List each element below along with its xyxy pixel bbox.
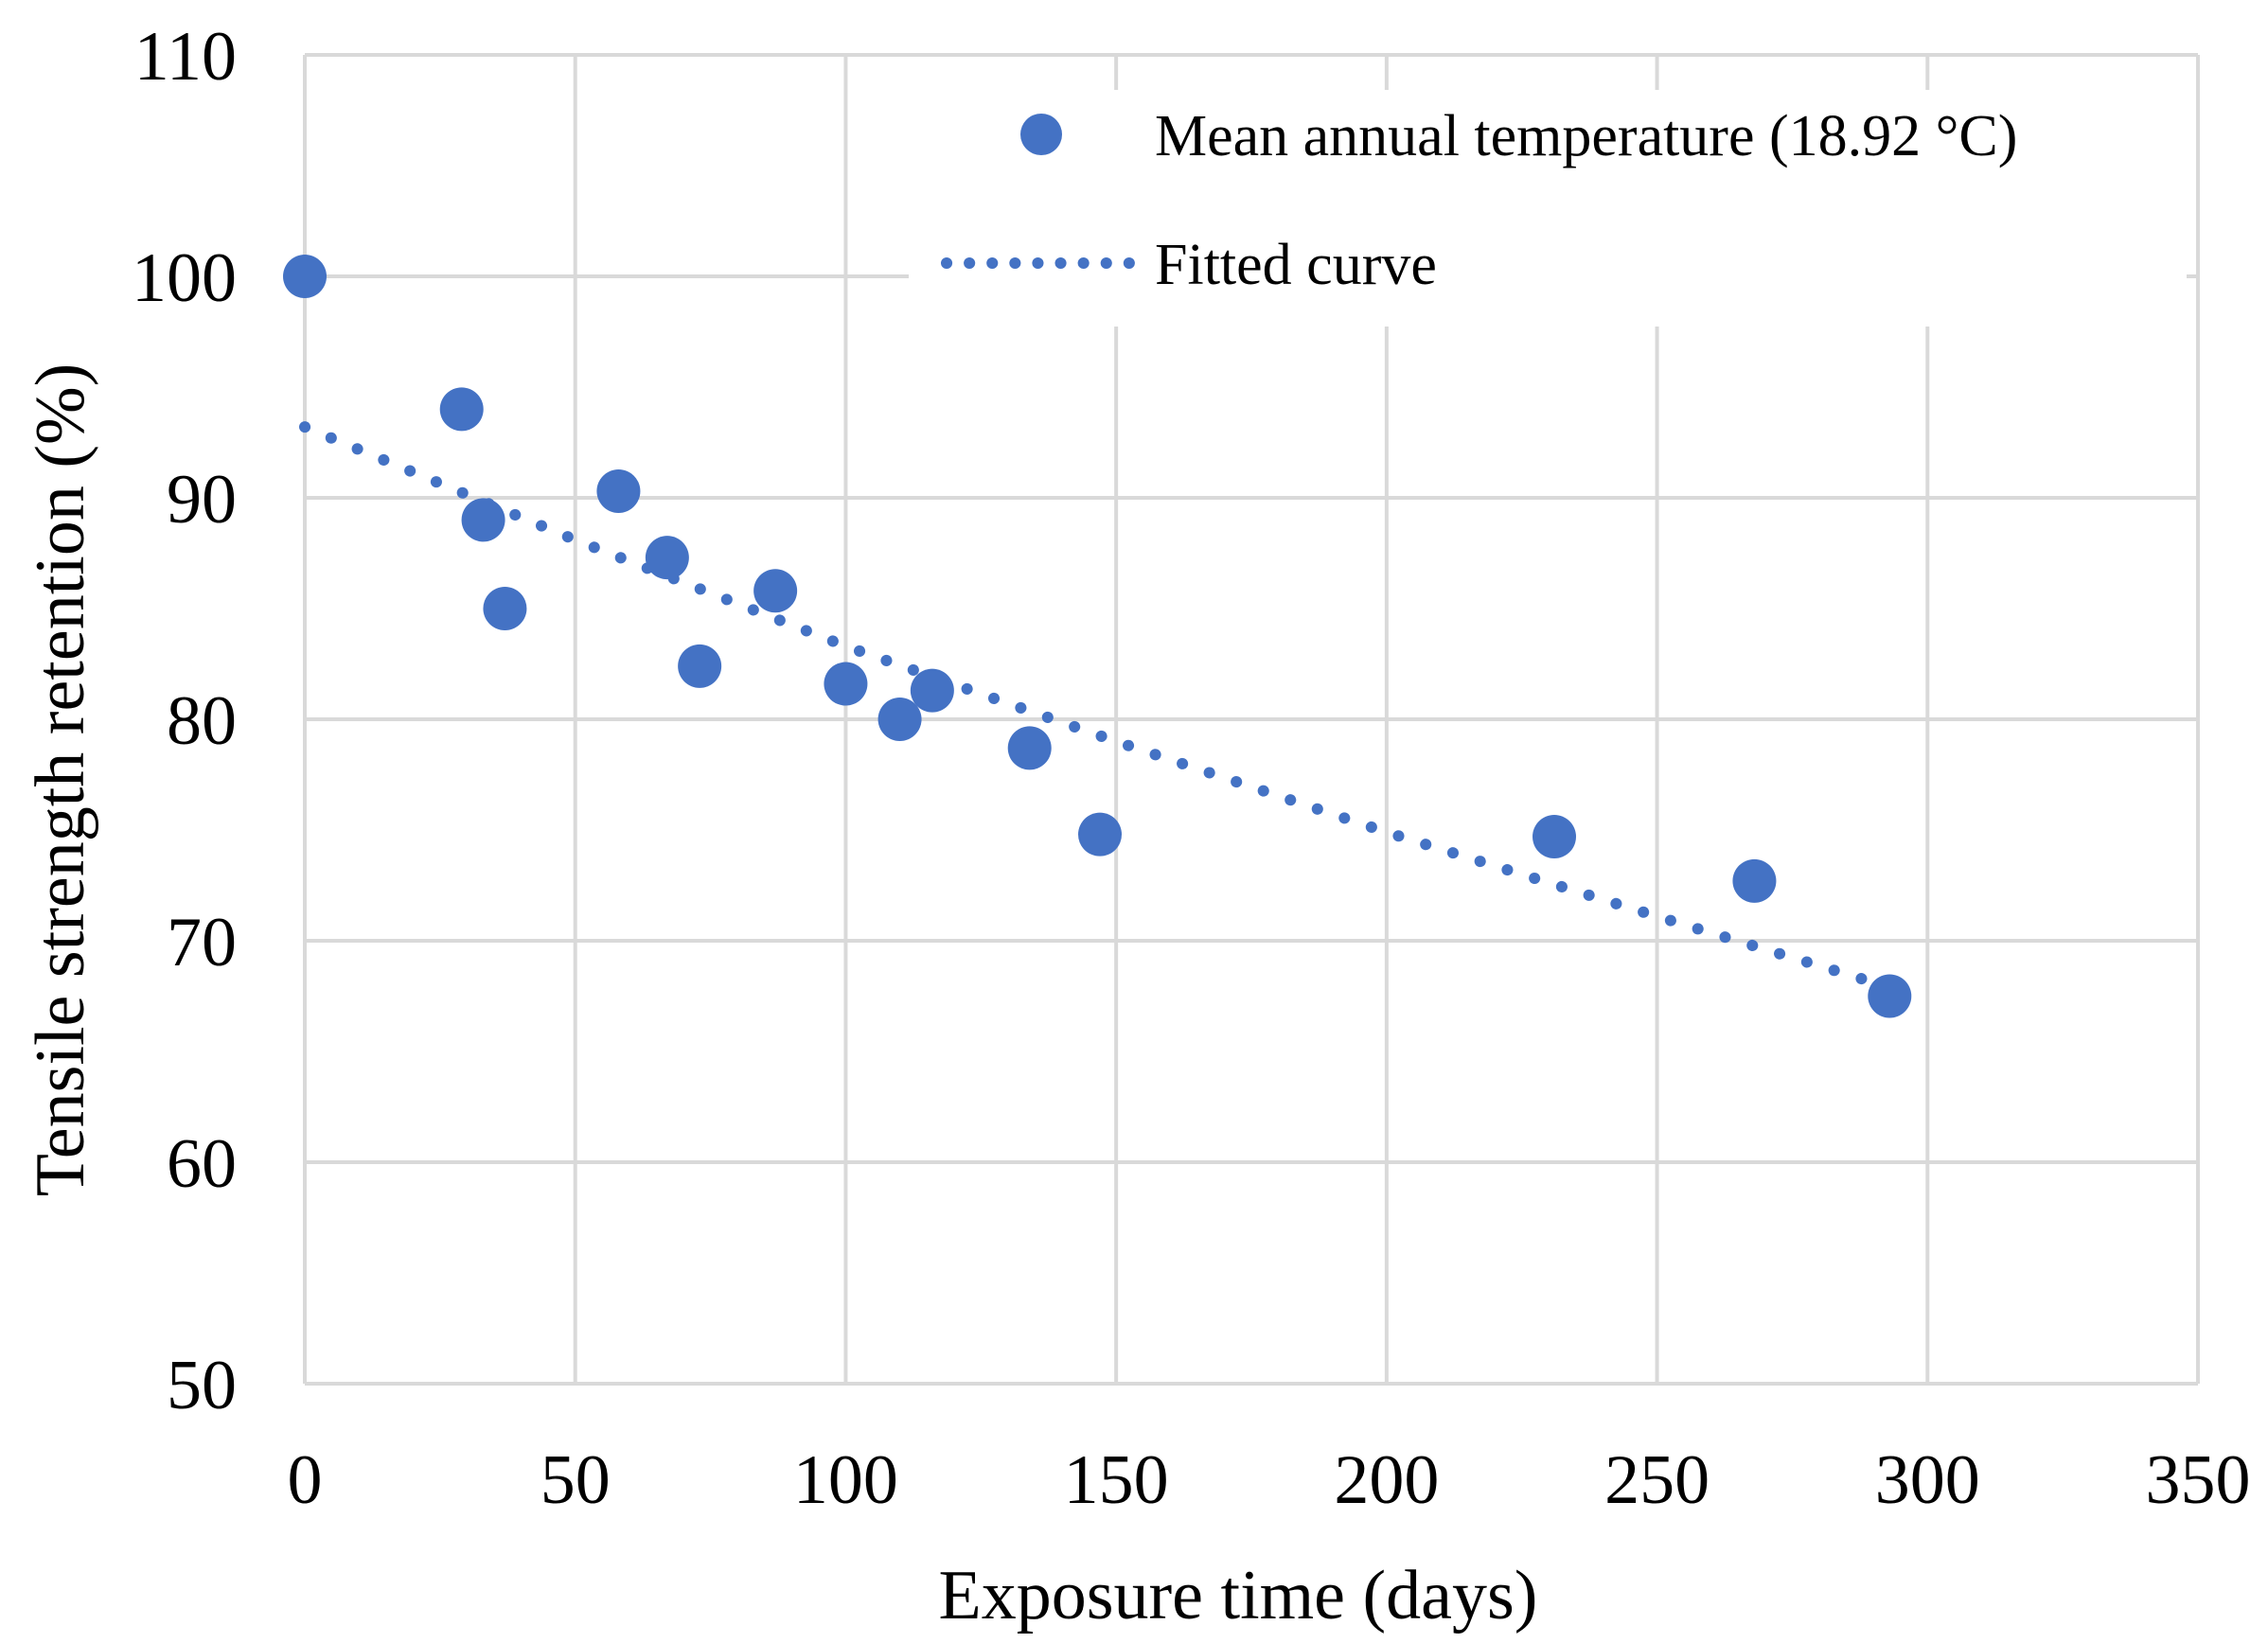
legend-marker-scatter: [1020, 114, 1062, 155]
x-axis-title: Exposure time (days): [939, 1557, 1538, 1634]
data-point: [596, 468, 641, 513]
data-point: [1007, 726, 1052, 770]
data-point: [910, 668, 954, 713]
y-tick-label: 110: [134, 18, 237, 96]
x-tick-label: 100: [793, 1441, 898, 1519]
data-point: [483, 587, 527, 630]
x-tick-label: 150: [1064, 1441, 1169, 1519]
data-point: [1868, 974, 1912, 1018]
x-tick-label: 50: [540, 1441, 611, 1519]
x-tick-label: 0: [288, 1441, 323, 1519]
data-point: [1078, 812, 1122, 857]
legend: Mean annual temperature (18.92 °C) Fitte…: [909, 90, 2187, 327]
legend-label-fitted: Fitted curve: [1155, 233, 1437, 297]
legend-background: [909, 90, 2187, 327]
fitted-curve: [299, 421, 1896, 994]
data-point: [645, 536, 689, 580]
data-point: [877, 698, 922, 741]
data-point: [824, 662, 868, 706]
y-tick-label: 80: [167, 682, 237, 760]
data-point: [1732, 858, 1777, 903]
data-point: [678, 644, 722, 688]
scatter-points: [283, 255, 1912, 1018]
y-tick-label: 90: [167, 461, 237, 539]
y-tick-label: 50: [167, 1347, 237, 1424]
data-point: [283, 255, 327, 298]
x-tick-label: 300: [1875, 1441, 1980, 1519]
y-tick-label: 70: [167, 904, 237, 981]
y-tick-label: 100: [132, 239, 237, 317]
data-point: [1533, 815, 1576, 859]
x-tick-labels: 0 50 100 150 200 250 300 350: [288, 1441, 2251, 1519]
data-point: [753, 569, 798, 613]
x-tick-label: 350: [2146, 1441, 2251, 1519]
y-tick-label: 60: [167, 1125, 237, 1203]
data-point: [461, 498, 505, 542]
x-tick-label: 250: [1604, 1441, 1710, 1519]
x-tick-label: 200: [1334, 1441, 1439, 1519]
fitted-curve-line: [299, 421, 1896, 994]
legend-label-scatter: Mean annual temperature (18.92 °C): [1155, 104, 2017, 168]
y-tick-labels: 50 60 70 80 90 100 110: [132, 18, 237, 1424]
data-point: [439, 387, 484, 432]
y-axis-title: Tensile strength retention (%): [22, 363, 99, 1196]
